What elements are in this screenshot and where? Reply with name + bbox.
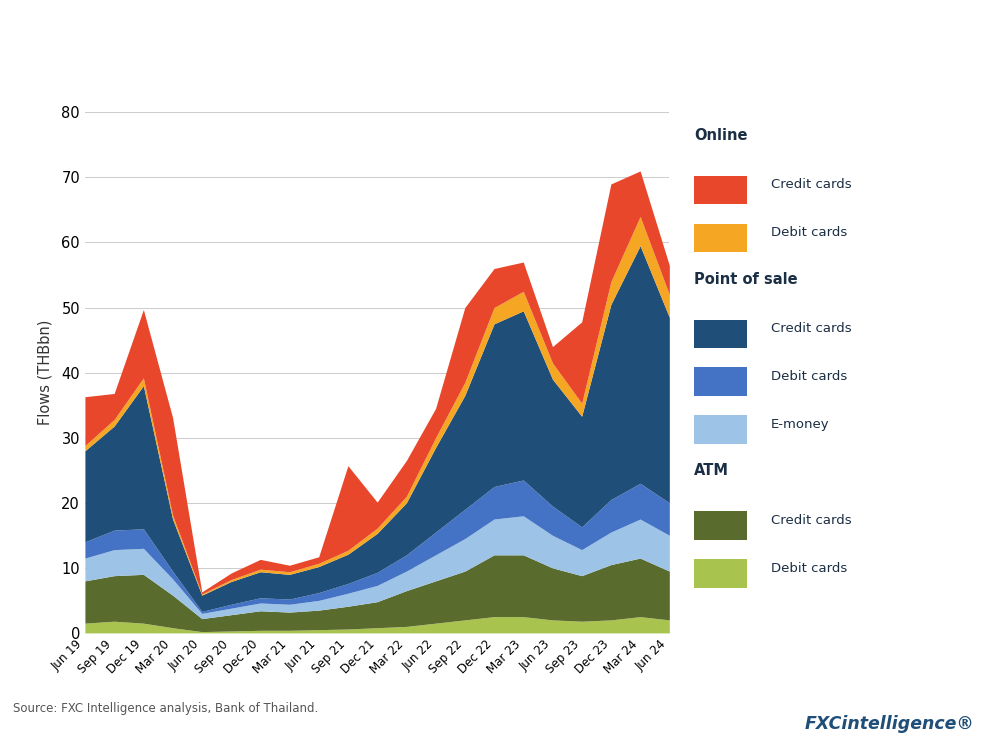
Text: Credit cards: Credit cards xyxy=(771,514,851,527)
Text: Source: FXC Intelligence analysis, Bank of Thailand.: Source: FXC Intelligence analysis, Bank … xyxy=(13,703,319,715)
Text: Online: Online xyxy=(694,128,748,143)
Text: Cross-border card spend in Thailand has rebounded strongly: Cross-border card spend in Thailand has … xyxy=(13,26,796,49)
Text: Credit cards: Credit cards xyxy=(771,322,851,335)
Bar xyxy=(694,559,747,588)
Text: Debit cards: Debit cards xyxy=(771,562,847,574)
Text: Point of sale: Point of sale xyxy=(694,272,798,287)
Bar xyxy=(694,320,747,348)
Bar xyxy=(694,176,747,204)
Bar xyxy=(694,224,747,252)
Text: E-money: E-money xyxy=(771,418,829,431)
Text: Debit cards: Debit cards xyxy=(771,370,847,383)
Bar xyxy=(694,368,747,396)
Y-axis label: Flows (THBbn): Flows (THBbn) xyxy=(38,320,53,425)
Text: ATM: ATM xyxy=(694,463,729,478)
Text: Cross-border flows in Thailand from foreign-issued cards: Cross-border flows in Thailand from fore… xyxy=(13,80,467,95)
Text: Credit cards: Credit cards xyxy=(771,178,851,192)
Bar xyxy=(694,415,747,444)
Text: FXCintelligence®: FXCintelligence® xyxy=(804,715,974,733)
Bar xyxy=(694,511,747,540)
Text: Debit cards: Debit cards xyxy=(771,226,847,240)
